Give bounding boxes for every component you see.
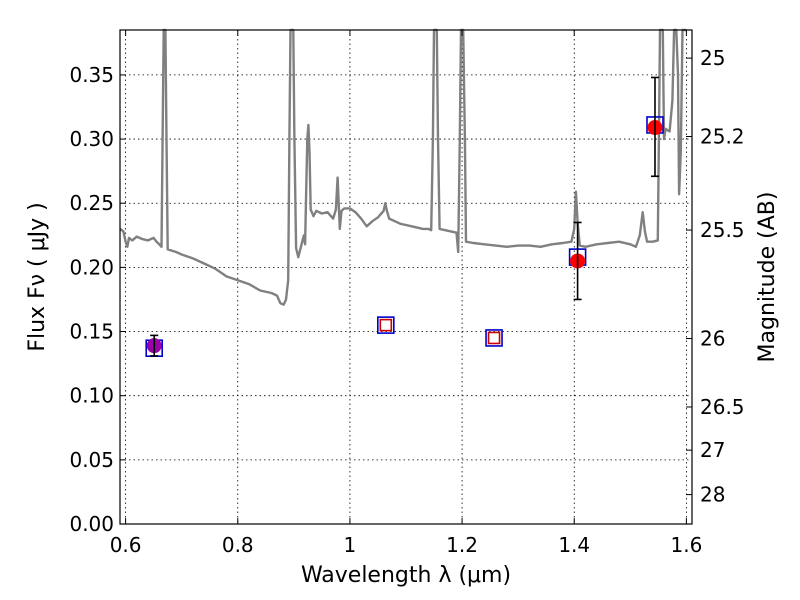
right-axis-label: Magnitude (AB) xyxy=(755,192,780,363)
model-spectrum-line xyxy=(119,28,687,306)
axes: 0.6 0.8 1 1.2 1.4 1.6 0.00 0.05 0.10 0.15 0.20 0.25… xyxy=(69,30,745,557)
right-tick-label: 25.5 xyxy=(700,218,745,242)
x-tick-label: 1 xyxy=(344,533,357,557)
y-tick-label: 0.20 xyxy=(69,255,114,279)
right-tick-label: 26.5 xyxy=(700,395,745,419)
y-tick-label: 0.00 xyxy=(69,512,114,536)
right-tick-label: 28 xyxy=(700,483,725,507)
grid-lines xyxy=(120,30,692,525)
x-tick-label: 1.2 xyxy=(446,533,478,557)
x-tick-label: 1.6 xyxy=(670,533,702,557)
x-tick-label: 1.4 xyxy=(558,533,590,557)
y-tick-label: 0.30 xyxy=(69,127,114,151)
plot-frame xyxy=(119,29,693,525)
y-tick-label: 0.05 xyxy=(69,448,114,472)
y-tick-label: 0.35 xyxy=(69,63,114,87)
model-flux-square xyxy=(379,318,393,332)
right-tick-label: 25.2 xyxy=(700,125,745,149)
y-tick-label: 0.25 xyxy=(69,191,114,215)
model-flux-square xyxy=(485,329,503,347)
model-flux-square xyxy=(487,331,501,345)
right-tick-label: 27 xyxy=(700,438,725,462)
x-tick-label: 0.6 xyxy=(110,533,142,557)
right-tick-label: 26 xyxy=(700,327,725,351)
plot-area xyxy=(119,28,687,358)
y-tick-label: 0.15 xyxy=(69,320,114,344)
right-tick-label: 25 xyxy=(700,46,725,70)
x-tick-label: 0.8 xyxy=(222,533,254,557)
x-axis-label: Wavelength λ (μm) xyxy=(301,563,511,588)
y-tick-label: 0.10 xyxy=(69,384,114,408)
y-axis-label: Flux Fν ( μJy ) xyxy=(25,202,50,351)
model-flux-square xyxy=(377,316,395,334)
